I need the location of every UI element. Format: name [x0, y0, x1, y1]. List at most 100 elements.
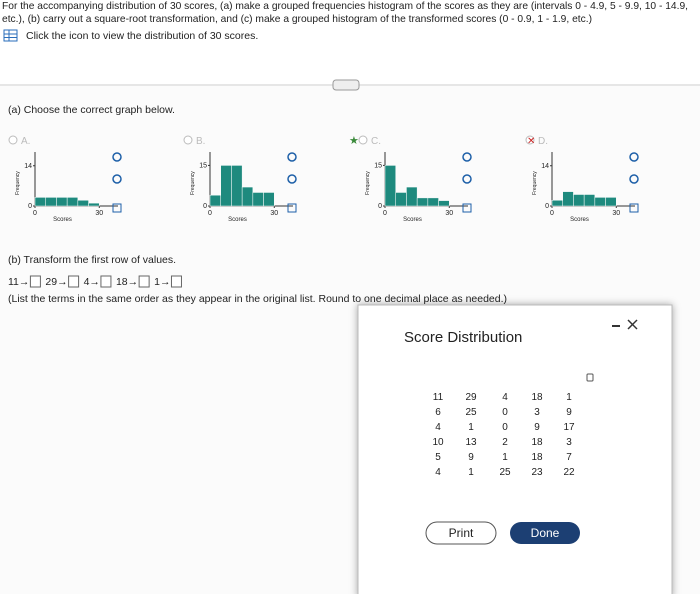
histogram-bar	[605, 197, 617, 207]
y-axis-label: Frequency	[190, 171, 196, 195]
zoom-icon[interactable]	[629, 174, 639, 184]
table-icon[interactable]	[3, 29, 18, 42]
radio[interactable]	[525, 135, 535, 145]
y-tick-label: 0	[545, 203, 549, 210]
histogram-bar	[594, 197, 606, 207]
histogram-bar	[562, 191, 574, 207]
zoom-icon[interactable]	[112, 174, 122, 184]
zoom-icon[interactable]	[462, 152, 472, 162]
dialog-title: Score Distribution	[404, 329, 522, 346]
table-cell: 25	[465, 407, 477, 418]
expand-icon[interactable]	[629, 203, 639, 213]
y-tick-label: 14	[541, 163, 549, 170]
x-axis-label: Scores	[570, 217, 589, 223]
table-cell: 3	[534, 407, 540, 418]
table-cell: 5	[435, 452, 441, 463]
expand-button[interactable]	[332, 79, 360, 91]
expand-icon[interactable]	[462, 203, 472, 213]
histogram-bar	[252, 192, 264, 207]
zoom-icon[interactable]	[112, 152, 122, 162]
zoom-icon[interactable]	[462, 174, 472, 184]
answer-input[interactable]	[29, 275, 41, 288]
y-tick-label: 14	[24, 163, 32, 170]
histogram-bar	[551, 200, 563, 207]
histogram-bar	[45, 197, 57, 207]
y-tick-label: 0	[28, 203, 32, 210]
x-tick-label: 30	[612, 210, 620, 217]
table-cell: 4	[502, 392, 508, 403]
answer-input[interactable]	[100, 275, 112, 288]
table-cell: 25	[499, 467, 511, 478]
radio[interactable]	[8, 135, 18, 145]
dialog-box	[357, 304, 673, 598]
x-tick-label: 30	[445, 210, 453, 217]
zoom-icon[interactable]	[287, 152, 297, 162]
table-cell: 23	[531, 467, 543, 478]
x-axis-label: Scores	[53, 217, 72, 223]
print-label[interactable]: Print	[449, 526, 474, 540]
histogram-bar	[34, 197, 46, 207]
dialog: Score Distribution Print Done 11 29 4 18 16 2…	[357, 304, 673, 598]
table-cell: 3	[566, 437, 572, 448]
option-letter: C.	[371, 136, 381, 147]
x-tick-label: 0	[550, 210, 554, 217]
zoom-icon[interactable]	[287, 174, 297, 184]
instruction-line: etc.), (b) carry out a square-root trans…	[2, 13, 592, 25]
y-tick-label: 15	[199, 162, 207, 169]
table-cell: 18	[531, 437, 543, 448]
x-axis-label: Scores	[403, 217, 422, 223]
table-cell: 0	[502, 422, 508, 433]
answer-label: 4→	[84, 276, 100, 288]
close-button[interactable]	[627, 319, 638, 330]
radio[interactable]	[183, 135, 193, 145]
y-tick-label: 0	[203, 203, 207, 210]
x-tick-label: 30	[95, 210, 103, 217]
expand-icon[interactable]	[287, 203, 297, 213]
link-text[interactable]: Click the icon to view the distribution …	[26, 30, 258, 42]
x-tick-label: 0	[383, 210, 387, 217]
answer-input[interactable]	[68, 275, 80, 288]
table-cell: 1	[566, 392, 572, 403]
table-cell: 1	[502, 452, 508, 463]
histogram-bar	[209, 194, 221, 207]
table-cell: 4	[435, 467, 441, 478]
copy-icon[interactable]	[586, 373, 594, 382]
table-cell: 18	[531, 392, 543, 403]
histogram-bar	[416, 197, 429, 207]
expand-icon[interactable]	[112, 203, 122, 213]
y-tick-label: 15	[374, 162, 382, 169]
done-label[interactable]: Done	[531, 526, 560, 540]
answer-label: 18→	[116, 276, 138, 288]
answer-label: 1→	[154, 276, 170, 288]
radio[interactable]	[358, 135, 368, 145]
star-mark: ★	[349, 135, 359, 147]
answer-input[interactable]	[138, 275, 150, 288]
histogram-bar	[406, 186, 418, 207]
table-cell: 9	[566, 407, 572, 418]
y-axis-label: Frequency	[15, 171, 21, 195]
answer-input[interactable]	[170, 275, 182, 288]
done-button[interactable]	[510, 522, 580, 544]
histogram-bar	[583, 194, 596, 207]
table-cell: 29	[465, 392, 477, 403]
print-button[interactable]	[425, 521, 497, 545]
y-axis-label: Frequency	[365, 171, 371, 195]
table-cell: 13	[465, 437, 477, 448]
table-cell: 9	[534, 422, 540, 433]
histogram-bar	[427, 197, 439, 207]
histogram-bar	[77, 200, 89, 207]
table-cell: 1	[468, 467, 474, 478]
zoom-icon[interactable]	[629, 152, 639, 162]
table-cell: 2	[502, 437, 508, 448]
histogram-bar	[88, 202, 100, 207]
answer-label: 29→	[45, 276, 67, 288]
histogram-bar	[231, 165, 243, 207]
part-b-prompt: (b) Transform the first row of values.	[8, 254, 176, 266]
option-letter: A.	[21, 136, 30, 147]
table-cell: 11	[433, 392, 444, 403]
histogram-bar	[220, 165, 232, 207]
part-b-note: (List the terms in the same order as the…	[8, 293, 507, 305]
histogram-bar	[438, 200, 450, 207]
table-cell: 17	[563, 422, 575, 433]
